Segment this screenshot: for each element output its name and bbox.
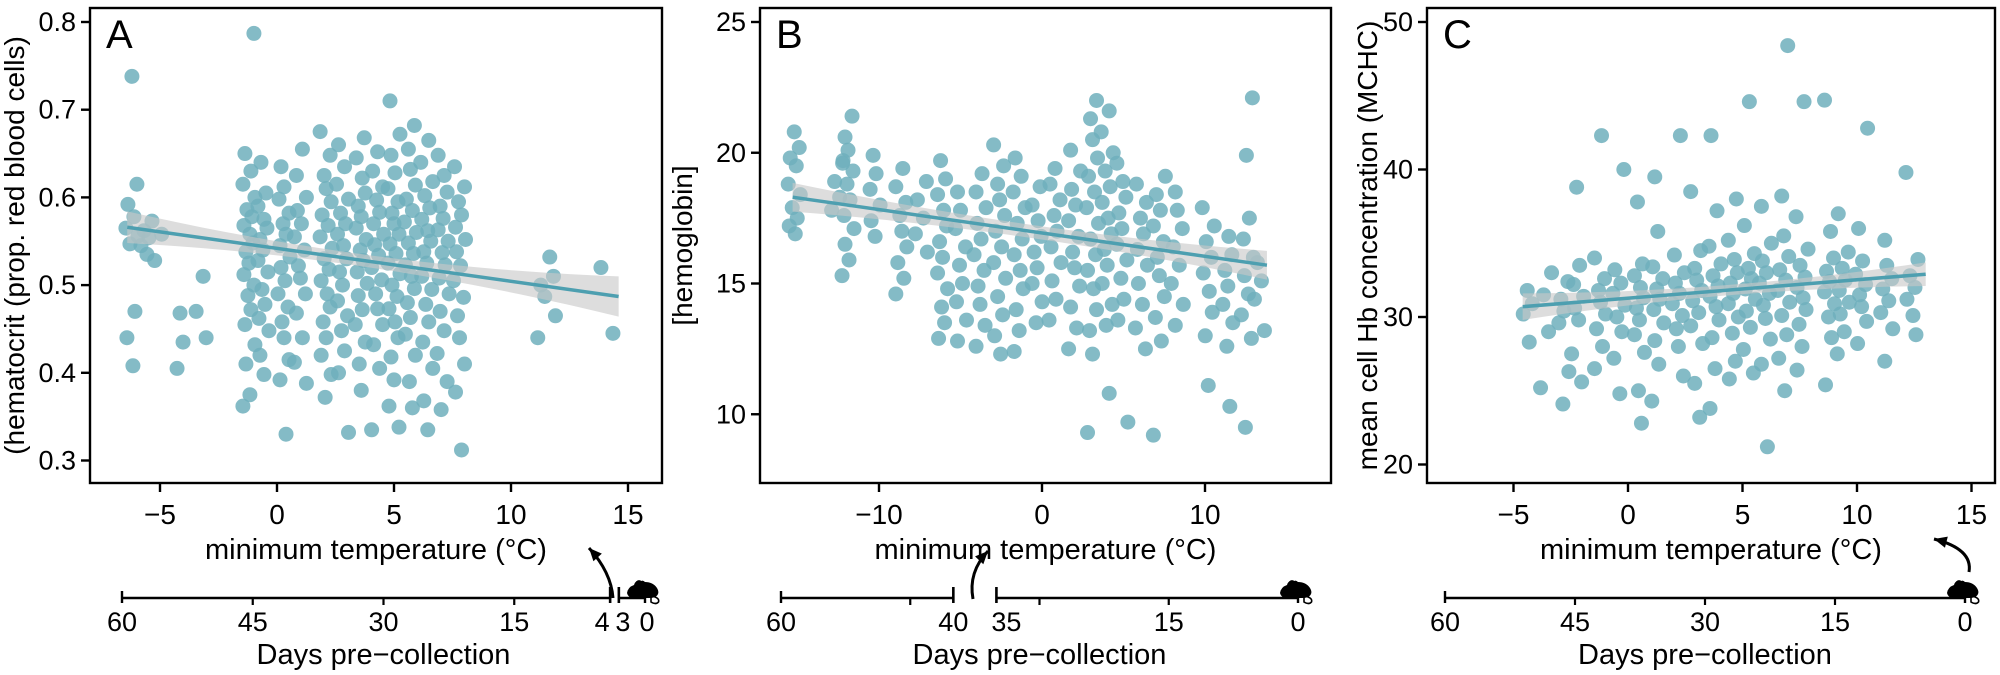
- svg-text:10: 10: [716, 399, 746, 429]
- curved-arrow-icon: [1933, 536, 1971, 573]
- mouse-icon: [627, 580, 660, 605]
- panel-letter: A: [106, 13, 133, 57]
- svg-text:0: 0: [269, 499, 285, 530]
- svg-text:0: 0: [1957, 607, 1972, 637]
- svg-text:−5: −5: [144, 499, 176, 530]
- timeline: 60 45 30 15 0 Days pre−collection: [1430, 591, 1973, 671]
- axes: [758, 6, 1333, 485]
- svg-text:20: 20: [716, 138, 746, 168]
- svg-text:0: 0: [1034, 499, 1050, 530]
- svg-text:15: 15: [716, 269, 746, 299]
- svg-text:15: 15: [1154, 607, 1184, 637]
- svg-text:15: 15: [1956, 499, 1987, 530]
- svg-text:4: 4: [595, 607, 610, 637]
- ci-band: [127, 211, 619, 317]
- svg-text:30: 30: [368, 607, 398, 637]
- svg-text:25: 25: [716, 7, 746, 37]
- svg-text:30: 30: [1383, 302, 1413, 332]
- svg-text:3: 3: [615, 607, 630, 637]
- curved-arrow-icon: [970, 549, 990, 600]
- svg-text:0.6: 0.6: [38, 182, 76, 212]
- svg-text:0.3: 0.3: [38, 446, 76, 476]
- trend-line: [126, 225, 619, 299]
- svg-text:0.4: 0.4: [38, 358, 76, 388]
- panel-B: 25 20 15 10 [hemoglobin] −10 0 10 minimum temper…: [667, 6, 1333, 671]
- svg-text:15: 15: [612, 499, 643, 530]
- svg-text:45: 45: [238, 607, 268, 637]
- svg-text:0.8: 0.8: [38, 7, 76, 37]
- mouse-icon: [1947, 580, 1980, 605]
- mouse-icon: [1280, 580, 1313, 605]
- svg-text:40: 40: [1383, 155, 1413, 185]
- timeline-title: Days pre−collection: [1578, 639, 1832, 671]
- scatter-points: [780, 90, 1272, 443]
- y-axis-title: (hematocrit (prop. red blood cells): [0, 36, 30, 455]
- svg-text:50: 50: [1383, 7, 1413, 37]
- svg-text:10: 10: [1189, 499, 1220, 530]
- timeline-title: Days pre−collection: [913, 639, 1167, 671]
- svg-text:20: 20: [1383, 450, 1413, 480]
- timeline-title: Days pre−collection: [257, 639, 511, 671]
- svg-text:0: 0: [1290, 607, 1305, 637]
- y-axis: 25 20 15 10 [hemoglobin]: [667, 7, 760, 429]
- svg-text:5: 5: [386, 499, 402, 530]
- svg-text:−5: −5: [1498, 499, 1530, 530]
- axes: [1425, 6, 1997, 485]
- timeline: 60 40 35 15 0 Days pre−collection: [766, 587, 1306, 671]
- svg-text:15: 15: [499, 607, 529, 637]
- svg-text:0: 0: [1620, 499, 1636, 530]
- panel-letter: C: [1443, 13, 1472, 57]
- x-axis: −5 0 5 10 15 minimum temperature (°C): [144, 483, 644, 566]
- svg-text:−10: −10: [855, 499, 903, 530]
- svg-text:10: 10: [1841, 499, 1872, 530]
- svg-text:10: 10: [495, 499, 526, 530]
- panel-A: 0.8 0.7 0.6 0.5 0.4 0.3 (hematocrit (prop. red…: [0, 6, 664, 671]
- svg-text:0.5: 0.5: [38, 270, 76, 300]
- trend-line: [1522, 272, 1926, 309]
- svg-text:30: 30: [1690, 607, 1720, 637]
- x-axis-title: minimum temperature (°C): [1540, 534, 1882, 566]
- x-axis-title: minimum temperature (°C): [875, 534, 1217, 566]
- svg-text:60: 60: [107, 607, 137, 637]
- curved-arrow-icon: [587, 546, 615, 599]
- svg-text:60: 60: [766, 607, 796, 637]
- svg-text:40: 40: [938, 607, 968, 637]
- svg-text:5: 5: [1735, 499, 1751, 530]
- y-axis: 0.8 0.7 0.6 0.5 0.4 0.3 (hematocrit (prop. red…: [0, 7, 90, 476]
- x-axis: −10 0 10 minimum temperature (°C): [855, 483, 1221, 566]
- axes: [88, 6, 664, 485]
- svg-text:0.7: 0.7: [38, 95, 76, 125]
- svg-text:45: 45: [1560, 607, 1590, 637]
- svg-text:15: 15: [1820, 607, 1850, 637]
- panel-letter: B: [776, 13, 803, 57]
- svg-text:35: 35: [991, 607, 1021, 637]
- x-axis: −5 0 5 10 15 minimum temperature (°C): [1498, 483, 1987, 566]
- scatter-points: [1515, 38, 1926, 455]
- svg-text:60: 60: [1430, 607, 1460, 637]
- y-axis-title: [hemoglobin]: [667, 165, 698, 325]
- x-axis-title: minimum temperature (°C): [205, 534, 547, 566]
- trend-line: [792, 195, 1268, 267]
- svg-text:0: 0: [639, 607, 654, 637]
- y-axis-title: mean cell Hb concentration (MCHC): [1352, 21, 1383, 471]
